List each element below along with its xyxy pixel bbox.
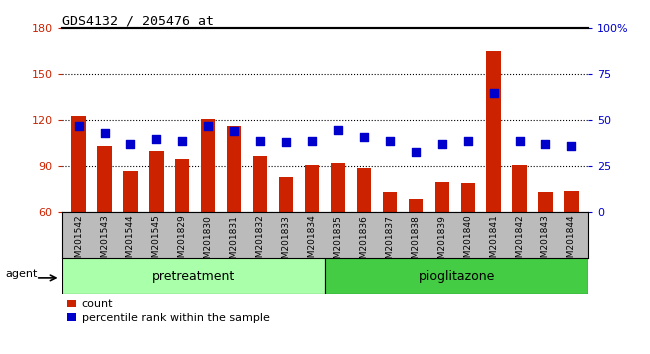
Bar bbox=[512, 165, 527, 212]
Bar bbox=[72, 116, 86, 212]
Point bbox=[255, 138, 265, 143]
Text: GSM201834: GSM201834 bbox=[307, 215, 317, 269]
Bar bbox=[62, 258, 325, 294]
Text: GSM201832: GSM201832 bbox=[255, 215, 265, 269]
Point bbox=[203, 123, 213, 129]
Point bbox=[488, 90, 499, 96]
Text: GSM201543: GSM201543 bbox=[100, 215, 109, 269]
Point bbox=[177, 138, 188, 143]
Text: GSM201836: GSM201836 bbox=[359, 215, 369, 270]
Text: GSM201544: GSM201544 bbox=[126, 215, 135, 269]
Bar bbox=[201, 119, 215, 212]
Text: GSM201837: GSM201837 bbox=[385, 215, 395, 270]
Bar bbox=[486, 51, 500, 212]
Point bbox=[125, 142, 136, 147]
Text: GSM201840: GSM201840 bbox=[463, 215, 472, 269]
Text: GSM201542: GSM201542 bbox=[74, 215, 83, 269]
Bar bbox=[227, 126, 241, 212]
Bar bbox=[460, 183, 474, 212]
Text: GSM201829: GSM201829 bbox=[178, 215, 187, 269]
Bar bbox=[383, 193, 397, 212]
Text: GSM201839: GSM201839 bbox=[437, 215, 446, 270]
Text: GSM201545: GSM201545 bbox=[152, 215, 161, 269]
Text: GSM201835: GSM201835 bbox=[333, 215, 343, 270]
Point bbox=[359, 134, 369, 140]
Point bbox=[411, 149, 421, 154]
Bar bbox=[305, 165, 319, 212]
Text: GSM201844: GSM201844 bbox=[567, 215, 576, 269]
Bar bbox=[253, 156, 267, 212]
Text: GSM201838: GSM201838 bbox=[411, 215, 421, 270]
Point bbox=[385, 138, 395, 143]
Point bbox=[514, 138, 525, 143]
Bar bbox=[124, 171, 138, 212]
Text: pioglitazone: pioglitazone bbox=[419, 270, 495, 282]
Point bbox=[540, 142, 551, 147]
Point bbox=[73, 123, 84, 129]
Bar bbox=[357, 168, 371, 212]
Bar bbox=[150, 151, 164, 212]
Text: pretreatment: pretreatment bbox=[151, 270, 235, 282]
Point bbox=[462, 138, 473, 143]
Text: GSM201842: GSM201842 bbox=[515, 215, 524, 269]
Point bbox=[151, 136, 162, 142]
Bar bbox=[564, 191, 579, 212]
Text: GSM201831: GSM201831 bbox=[229, 215, 239, 270]
Bar bbox=[331, 163, 345, 212]
Bar bbox=[98, 147, 112, 212]
Bar bbox=[538, 193, 552, 212]
Bar bbox=[435, 182, 449, 212]
Point bbox=[307, 138, 317, 143]
Text: GSM201841: GSM201841 bbox=[489, 215, 498, 269]
Text: GDS4132 / 205476_at: GDS4132 / 205476_at bbox=[62, 13, 214, 27]
Point bbox=[281, 139, 291, 145]
Bar bbox=[176, 159, 190, 212]
Bar bbox=[279, 177, 293, 212]
Point bbox=[566, 143, 577, 149]
Point bbox=[333, 127, 343, 132]
Point bbox=[99, 130, 110, 136]
Bar bbox=[325, 258, 588, 294]
Text: GSM201833: GSM201833 bbox=[281, 215, 291, 270]
Bar bbox=[409, 199, 423, 212]
Legend: count, percentile rank within the sample: count, percentile rank within the sample bbox=[68, 299, 270, 323]
Point bbox=[437, 142, 447, 147]
Text: agent: agent bbox=[5, 269, 37, 279]
Point bbox=[229, 129, 239, 134]
Text: GSM201843: GSM201843 bbox=[541, 215, 550, 269]
Text: GSM201830: GSM201830 bbox=[204, 215, 213, 270]
